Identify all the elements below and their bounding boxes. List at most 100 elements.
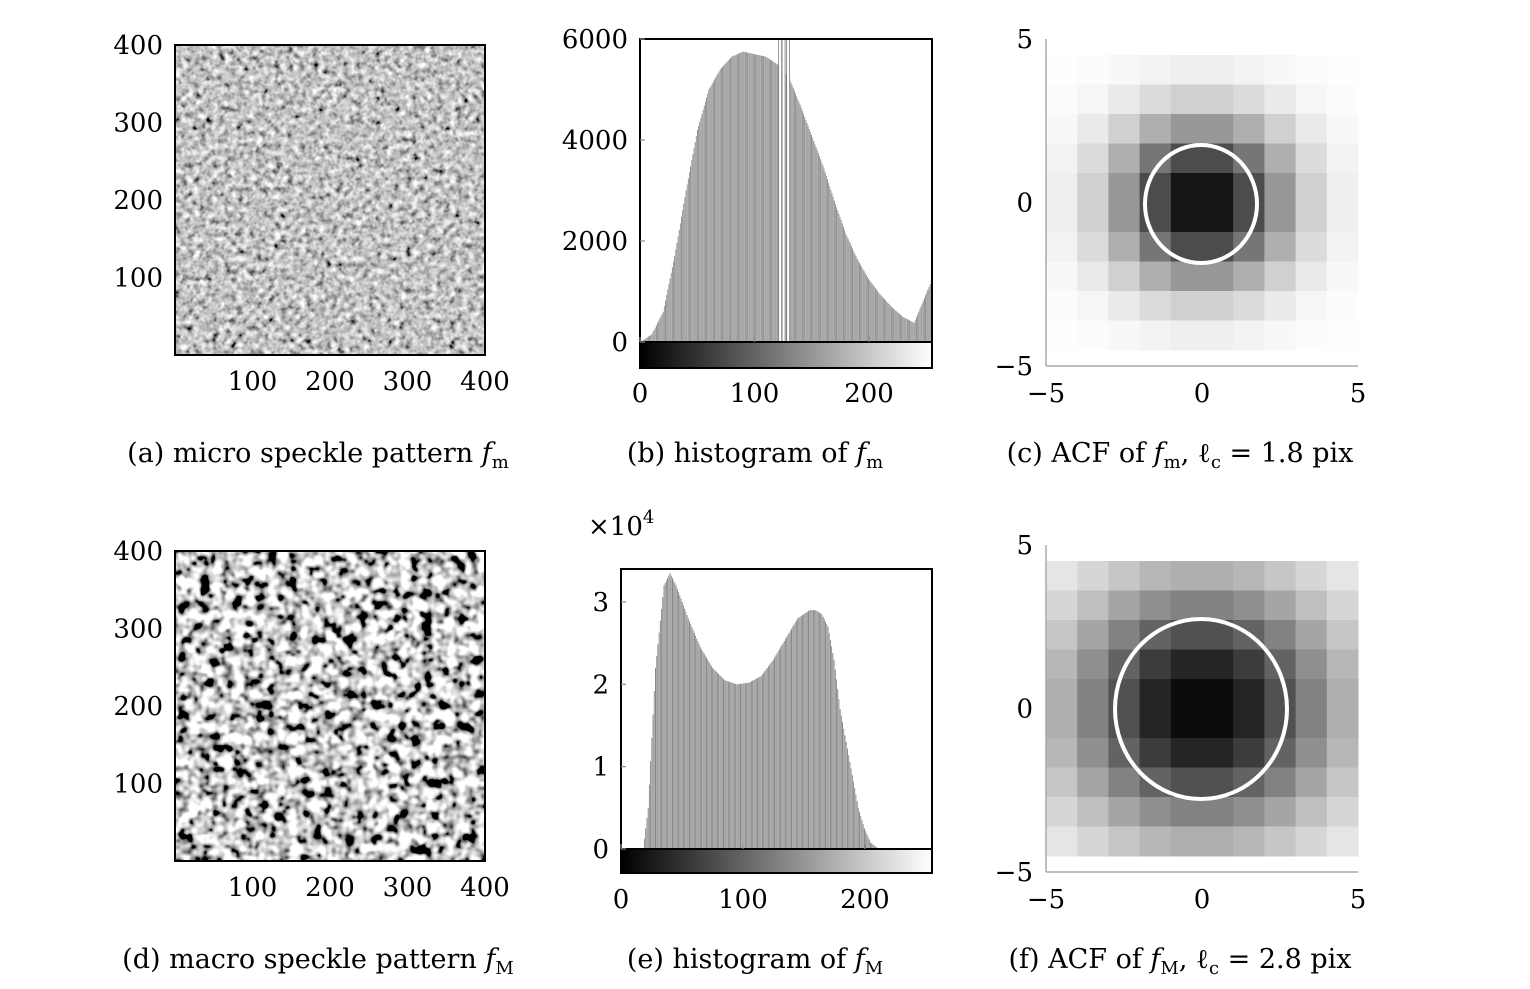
acf-cell	[1170, 826, 1203, 857]
histogram-bar	[849, 761, 851, 849]
x-tick-label: 100	[228, 873, 278, 903]
histogram-bar	[793, 624, 795, 849]
histogram-bar	[683, 203, 685, 342]
histogram-bar	[859, 262, 860, 342]
histogram-bar	[911, 321, 913, 342]
acf-cell	[1264, 708, 1297, 739]
acf-cell	[1108, 84, 1141, 115]
histogram-bar	[829, 186, 831, 342]
histogram-bar	[667, 289, 669, 342]
x-tick-label: 5	[1350, 379, 1367, 409]
acf-cell	[1264, 679, 1297, 709]
histogram-bar	[682, 605, 684, 849]
acf-cell	[1326, 143, 1359, 174]
histogram-bar	[758, 677, 760, 849]
caption-d: (d) macro speckle pattern fM	[122, 944, 514, 979]
histogram-bar	[829, 639, 831, 849]
acf-cell	[1202, 84, 1234, 115]
histogram-bar	[733, 55, 735, 342]
histogram-bar	[837, 210, 839, 342]
acf-cell	[1326, 797, 1359, 827]
histogram-bar	[649, 335, 650, 342]
histogram-bar	[810, 610, 812, 849]
histogram-bar	[912, 322, 914, 342]
histogram-bar	[720, 676, 722, 849]
acf-cell	[1139, 84, 1172, 115]
histogram-bar	[698, 644, 700, 849]
histogram-bar	[714, 670, 716, 849]
histogram-bar	[848, 241, 850, 342]
histogram-bar	[703, 105, 705, 342]
acf-cell	[1326, 738, 1359, 768]
histogram-bar	[691, 160, 693, 342]
acf-cell	[1233, 202, 1265, 233]
histogram-bar	[751, 53, 753, 343]
histogram-bar	[759, 55, 761, 342]
acf-cell	[1233, 649, 1265, 680]
histogram-bar	[711, 83, 713, 342]
histogram-bar	[900, 314, 901, 342]
histogram-bar	[701, 649, 703, 849]
acf-cell	[1108, 173, 1141, 203]
histogram-bar	[792, 626, 794, 849]
acf-cell	[1326, 232, 1359, 262]
histogram-bar	[877, 290, 879, 342]
histogram-bar	[862, 268, 864, 342]
histogram-bar	[686, 184, 688, 342]
histogram-bars-e	[644, 573, 882, 849]
histogram-bar	[702, 109, 704, 342]
acf-cell	[1326, 767, 1359, 798]
acf-cell	[1077, 291, 1109, 321]
acf-cell	[1295, 738, 1328, 768]
acf-cell	[1202, 797, 1234, 827]
histogram-bar	[689, 621, 690, 849]
histogram-bar	[921, 303, 923, 342]
histogram-bar	[657, 323, 658, 342]
acf-cell	[1077, 826, 1109, 857]
histogram-bar	[654, 327, 656, 342]
histogram-bar	[732, 56, 734, 343]
histogram-bar	[881, 296, 883, 342]
acf-cell	[1295, 291, 1328, 321]
histogram-bar	[822, 616, 824, 849]
histogram-bar	[681, 601, 683, 849]
ticks-d: 100 200 300 400 100 200 300 400	[113, 537, 509, 903]
acf-cell	[1202, 320, 1234, 351]
histogram-bar	[715, 77, 717, 342]
histogram-bar	[901, 315, 903, 342]
acf-cell	[1139, 291, 1172, 321]
histogram-bar	[709, 663, 711, 849]
histogram-bar	[739, 53, 741, 342]
histogram-bar	[715, 671, 717, 849]
histogram-bar	[789, 630, 791, 849]
y-tick-label: −5	[995, 858, 1033, 888]
acf-cell	[1108, 797, 1141, 827]
histogram-bar	[897, 312, 899, 342]
histogram-bar	[838, 699, 840, 849]
histogram-bar	[811, 134, 812, 342]
histogram-bar	[699, 647, 701, 849]
y-tick-label: 2	[592, 670, 609, 700]
acf-cell	[1139, 708, 1172, 739]
histogram-bar	[802, 615, 803, 849]
histogram-bar	[697, 129, 698, 342]
histogram-bar	[667, 578, 669, 849]
histogram-bar	[681, 216, 682, 342]
acf-cell	[1077, 232, 1109, 262]
caption-e: (e) histogram of fM	[627, 944, 883, 979]
histogram-bar	[734, 55, 736, 342]
histogram-bar	[655, 667, 656, 849]
histogram-bar	[661, 313, 663, 342]
histogram-bar	[771, 60, 773, 343]
histogram-bar	[804, 613, 806, 849]
acf-cell	[1077, 202, 1109, 233]
histogram-bar	[774, 62, 776, 343]
histogram-bar	[709, 87, 711, 342]
acf-cell	[1295, 590, 1328, 621]
acf-cell	[1202, 708, 1234, 739]
x-tick-label: 200	[305, 873, 355, 903]
acf-cell	[1202, 738, 1234, 768]
x-tick-label: 400	[460, 367, 510, 397]
histogram-bar	[820, 159, 822, 342]
